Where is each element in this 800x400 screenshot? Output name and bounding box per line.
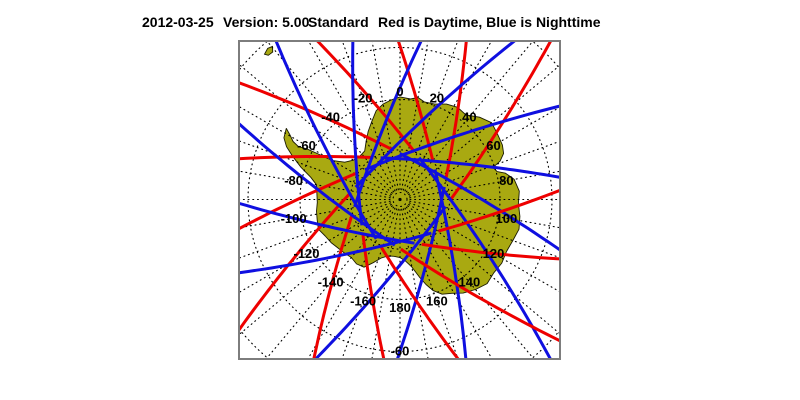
daytime-orbit-track [448, 41, 553, 202]
meridian-line [239, 205, 393, 336]
meridian-line [408, 203, 560, 293]
daytime-orbit-track [396, 41, 435, 163]
orbit-tracks [239, 41, 560, 359]
longitude-label-40: 40 [462, 109, 476, 124]
longitude-label--40: -40 [321, 109, 340, 124]
nighttime-orbit-track [274, 41, 378, 240]
daytime-orbit-track [421, 242, 560, 261]
nighttime-orbit-track [353, 41, 423, 208]
meridian-line [405, 41, 534, 193]
meridian-line [408, 140, 560, 197]
daytime-orbit-track [239, 81, 394, 152]
meridian-line [239, 202, 392, 259]
nighttime-orbit-track [351, 41, 364, 226]
longitude-label--100: -100 [281, 211, 307, 226]
daytime-orbit-track [444, 41, 468, 180]
plot-frame [238, 40, 561, 360]
longitude-label-60: 60 [486, 138, 500, 153]
nighttime-orbit-track [239, 201, 415, 245]
daytime-orbit-track [239, 191, 352, 333]
longitude-label-180: 180 [389, 300, 411, 315]
meridian-line [239, 63, 393, 194]
daytime-orbit-track [315, 41, 416, 153]
nighttime-orbit-track [354, 41, 517, 189]
longitude-label-20: 20 [430, 91, 444, 106]
meridian-line [405, 206, 535, 359]
nighttime-orbit-track [399, 152, 560, 252]
nighttime-orbit-track [380, 156, 560, 179]
nighttime-orbit-track [239, 231, 432, 275]
meridian-line [239, 200, 391, 229]
meridian-line [409, 200, 560, 229]
meridian-line [239, 170, 391, 199]
longitude-label--80: -80 [284, 173, 303, 188]
meridian-line [371, 208, 399, 359]
title-version: Version: 5.00 [223, 14, 310, 30]
daytime-orbit-track [239, 171, 359, 231]
meridian-line [371, 41, 399, 191]
meridian-line [401, 208, 429, 359]
title-product: Standard [308, 14, 369, 30]
meridian-line [402, 41, 459, 191]
nighttime-orbit-track [313, 205, 447, 359]
meridian-line [409, 170, 560, 199]
longitude-label-100: 100 [496, 211, 518, 226]
longitude-label--60: -60 [297, 138, 316, 153]
nighttime-orbit-track [364, 104, 560, 172]
title-day-night-legend: Red is Daytime, Blue is Nighttime [378, 14, 601, 30]
longitude-label-140: 140 [459, 275, 481, 290]
meridian-line [239, 105, 392, 196]
longitude-label--20: -20 [354, 91, 373, 106]
daytime-orbit-track [438, 188, 560, 233]
title-date: 2012-03-25 [142, 14, 214, 30]
longitude-label-160: 160 [426, 294, 448, 309]
island [263, 45, 274, 56]
meridian-line [239, 203, 392, 294]
nighttime-orbit-track [433, 169, 468, 359]
latitude-label: -60 [391, 344, 410, 359]
longitude-label-80: 80 [499, 173, 513, 188]
nighttime-orbit-track [417, 156, 553, 359]
longitude-label--160: -160 [350, 294, 376, 309]
longitude-label--120: -120 [293, 246, 319, 261]
longitude-label-0: 0 [396, 84, 403, 99]
longitude-label--140: -140 [318, 275, 344, 290]
daytime-orbit-track [378, 244, 460, 359]
daytime-orbit-track [239, 155, 374, 161]
daytime-orbit-track [400, 248, 560, 343]
meridian-line [407, 64, 560, 194]
longitude-label-120: 120 [483, 246, 505, 261]
south-pole-dot [398, 197, 402, 202]
nighttime-orbit-track [239, 121, 396, 247]
pole-ring [392, 191, 408, 208]
daytime-orbit-track [361, 232, 386, 359]
meridian-line [407, 205, 560, 335]
meridian-line [307, 207, 396, 359]
nighttime-orbit-track [395, 186, 446, 359]
meridian-line [307, 41, 396, 192]
daytime-orbit-track [312, 213, 354, 359]
